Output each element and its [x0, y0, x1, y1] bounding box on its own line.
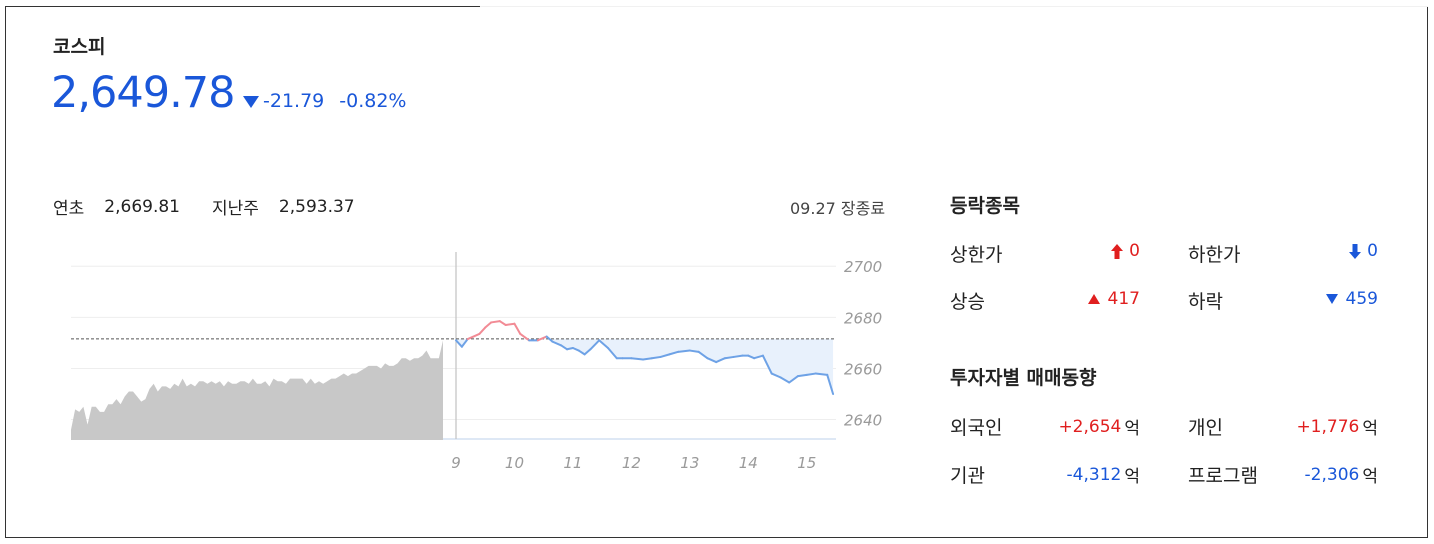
- down-arrow-icon: [243, 96, 259, 108]
- lower-limit-label: 하한가: [1188, 240, 1240, 267]
- intraday-segment: [816, 374, 828, 375]
- individual-amount: +1,776: [1296, 417, 1359, 437]
- lower-limit-count: 0: [1367, 241, 1378, 261]
- intraday-segment: [725, 357, 734, 358]
- index-chart[interactable]: 2700 2680 2660 2640 9 10 11 12 13 14 15: [68, 240, 898, 480]
- rise-label: 상승: [950, 287, 985, 314]
- lower-limit-value: 0: [1298, 241, 1378, 261]
- intraday-segment: [734, 356, 743, 357]
- institution-label: 기관: [950, 461, 985, 488]
- x-tick-label: 13: [680, 454, 699, 472]
- individual-label: 개인: [1188, 413, 1223, 440]
- individual-value: +1,776 억: [1268, 414, 1378, 439]
- x-tick-label: 11: [563, 454, 582, 472]
- intraday-down-area: [456, 339, 833, 394]
- program-amount: -2,306: [1305, 465, 1360, 485]
- foreign-amount: +2,654: [1058, 417, 1121, 437]
- x-tick-label: 10: [505, 454, 524, 472]
- top-divider: [480, 6, 1428, 7]
- foreign-label: 외국인: [950, 413, 1002, 440]
- intraday-segment: [690, 351, 699, 352]
- rise-triangle-icon: [1088, 294, 1100, 304]
- rise-value: 417: [1060, 289, 1140, 309]
- investors-title: 투자자별 매매동향: [950, 363, 1096, 390]
- unit-eok: 억: [1124, 414, 1140, 439]
- fall-value: 459: [1298, 289, 1378, 309]
- x-tick-label: 15: [797, 454, 816, 472]
- x-tick-label: 14: [739, 454, 758, 472]
- upper-limit-label: 상한가: [950, 240, 1002, 267]
- intraday-segment: [479, 328, 485, 334]
- foreign-value: +2,654 억: [1030, 414, 1140, 439]
- institution-amount: -4,312: [1067, 465, 1122, 485]
- y-tick-label: 2700: [844, 258, 882, 276]
- intraday-segment: [652, 357, 661, 358]
- limit-up-arrow-icon: [1111, 244, 1123, 259]
- breadth-title: 등락종목: [950, 191, 1020, 218]
- institution-value: -4,312 억: [1030, 462, 1140, 487]
- fall-label: 하락: [1188, 287, 1223, 314]
- intraday-segment: [491, 321, 500, 322]
- upper-limit-count: 0: [1129, 241, 1140, 261]
- intraday-segment: [468, 334, 480, 339]
- fall-count: 459: [1346, 289, 1378, 309]
- program-value: -2,306 억: [1268, 462, 1378, 487]
- intraday-segment: [506, 324, 515, 325]
- intraday-segment: [631, 358, 643, 359]
- y-tick-label: 2660: [844, 360, 882, 378]
- index-change: -21.79 -0.82%: [243, 90, 406, 112]
- intraday-segment: [538, 337, 547, 341]
- market-status: 09.27 장종료: [790, 195, 885, 219]
- last-week-value: 2,593.37: [279, 197, 355, 217]
- y-tick-label: 2680: [844, 309, 882, 327]
- fall-triangle-icon: [1326, 294, 1338, 304]
- history-area: [71, 340, 443, 440]
- intraday-segment: [678, 351, 690, 352]
- index-value: 2,649.78: [51, 66, 234, 120]
- intraday-segment: [514, 324, 520, 334]
- upper-limit-value: 0: [1060, 241, 1140, 261]
- rise-count: 417: [1108, 289, 1140, 309]
- x-tick-label: 12: [622, 454, 641, 472]
- index-name[interactable]: 코스피: [53, 32, 105, 59]
- x-tick-label: 9: [451, 454, 461, 472]
- intraday-segment: [798, 375, 807, 376]
- unit-eok: 억: [1124, 462, 1140, 487]
- intraday-segment: [807, 374, 816, 375]
- ytd-label: 연초: [53, 194, 84, 219]
- limit-down-arrow-icon: [1349, 244, 1361, 259]
- y-tick-label: 2640: [844, 412, 882, 430]
- reference-row: 연초 2,669.81 지난주 2,593.37: [53, 194, 387, 219]
- ytd-value: 2,669.81: [104, 197, 180, 217]
- program-label: 프로그램: [1188, 461, 1258, 488]
- unit-eok: 억: [1362, 462, 1378, 487]
- intraday-segment: [485, 322, 491, 327]
- change-percent: -0.82%: [339, 90, 406, 112]
- intraday-segment: [643, 358, 652, 359]
- last-week-label: 지난주: [212, 194, 259, 219]
- unit-eok: 억: [1362, 414, 1378, 439]
- intraday-segment: [500, 321, 506, 325]
- change-points: -21.79: [263, 90, 324, 112]
